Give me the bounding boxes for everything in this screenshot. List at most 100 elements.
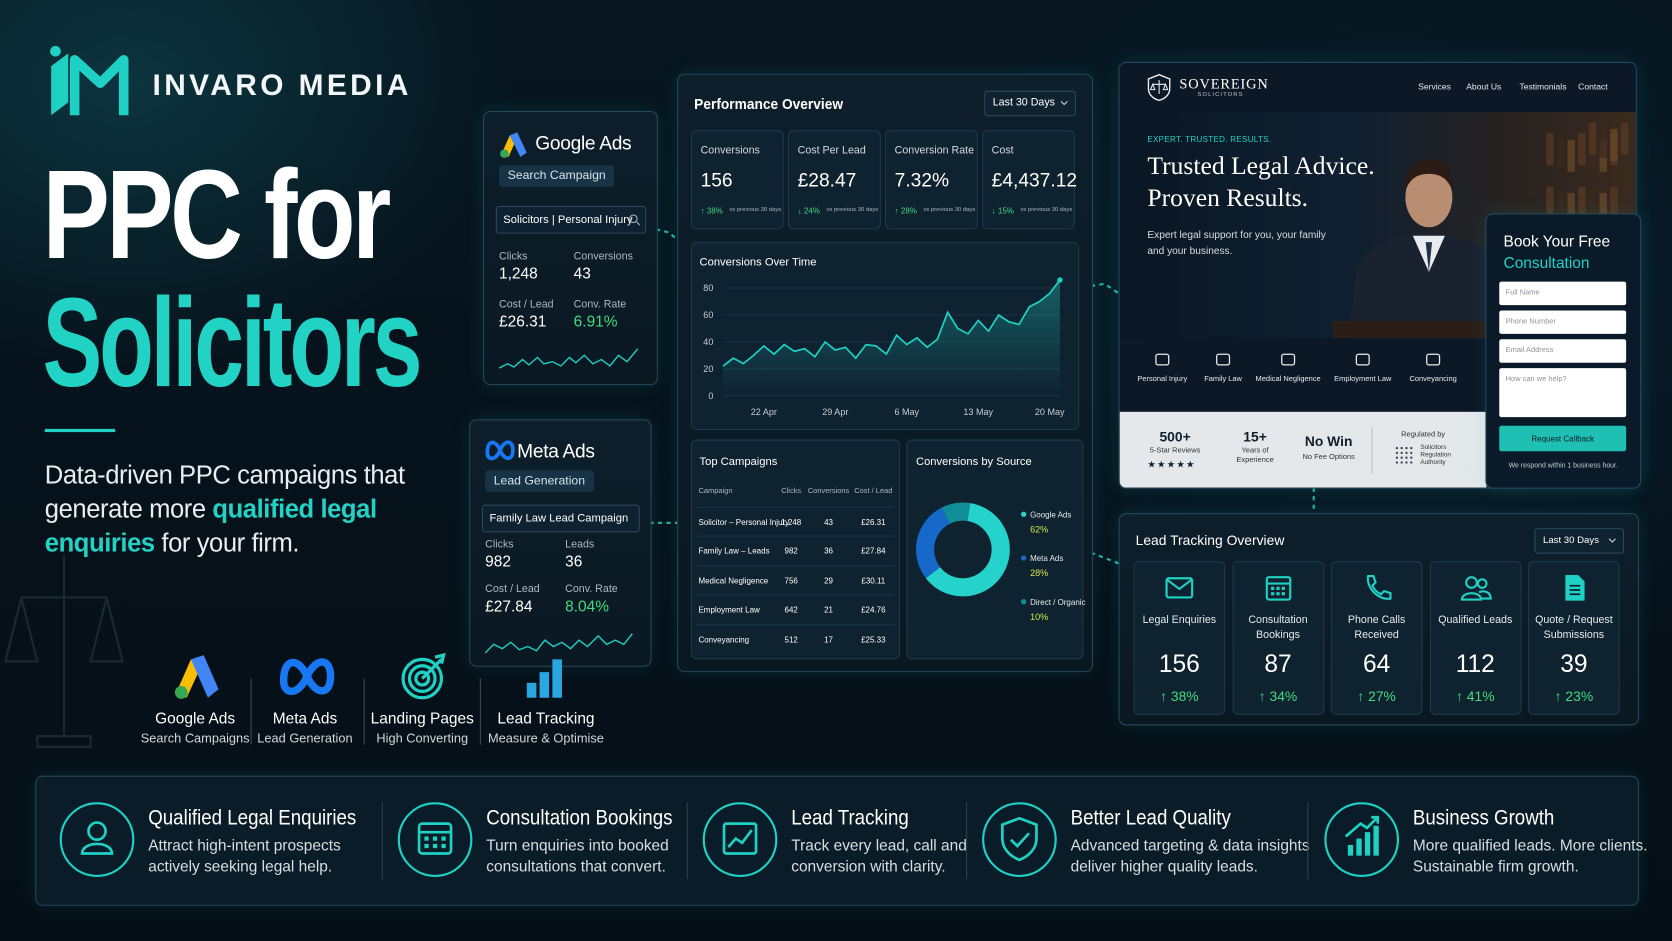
chevron bbox=[1060, 100, 1068, 106]
features-bar: Qualified Legal Enquiries Attract high-in… bbox=[35, 775, 1648, 906]
table-cell: Solicitor – Personal Injury bbox=[698, 517, 790, 528]
line-area bbox=[722, 279, 1060, 396]
table-cell: 29 bbox=[824, 575, 833, 586]
table-cell: £26.31 bbox=[861, 517, 886, 528]
lead-icon bbox=[1366, 575, 1392, 600]
hero-divider bbox=[44, 428, 116, 433]
feature-text: Track every lead, call and bbox=[791, 837, 967, 855]
platform-logo bbox=[500, 132, 527, 158]
channel-title: Lead Tracking bbox=[497, 710, 595, 728]
nav-link: Contact bbox=[1578, 82, 1608, 92]
stat-value: No Win bbox=[1304, 433, 1353, 450]
lead-card: Consultation Bookings 87 ↑ 34% bbox=[1232, 561, 1324, 715]
kpi-card: Conversions 156 ↑ 38% vs previous 30 days bbox=[690, 130, 784, 230]
channel-divider bbox=[479, 678, 481, 745]
channel-title: Meta Ads bbox=[272, 710, 338, 728]
table-cell: Employment Law bbox=[698, 605, 760, 615]
feature-divider bbox=[1307, 802, 1309, 880]
field-placeholder: Phone Number bbox=[1505, 317, 1556, 326]
sparkline bbox=[484, 633, 633, 654]
platform-title: Meta Ads bbox=[517, 440, 595, 462]
metric-label: Clicks bbox=[485, 538, 514, 551]
lead-icon bbox=[1165, 577, 1194, 599]
channel-subtitle: High Converting bbox=[376, 730, 469, 746]
table-cell: £30.11 bbox=[861, 575, 886, 586]
service-icon bbox=[1426, 353, 1441, 366]
kpi-note: vs previous 30 days bbox=[1020, 206, 1073, 214]
form-field: Full Name bbox=[1499, 281, 1627, 306]
lead-label: Consultation Bookings bbox=[1248, 614, 1308, 642]
metric-label: Conversions bbox=[573, 250, 633, 263]
feature-icon bbox=[397, 802, 473, 877]
stat-label: 5-Star Reviews bbox=[1149, 447, 1201, 455]
line-end-point bbox=[1057, 277, 1063, 283]
lead-change: ↑ 23% bbox=[1554, 688, 1594, 705]
lead-card: Legal Enquiries 156 ↑ 38% bbox=[1133, 561, 1226, 715]
y-tick-label: 20 bbox=[703, 364, 713, 374]
data-label: 10% bbox=[1030, 612, 1048, 622]
metric-value: 43 bbox=[573, 265, 591, 283]
platform-logo bbox=[485, 440, 515, 461]
feature-text: consultations that convert. bbox=[486, 858, 666, 876]
lead-change: ↑ 38% bbox=[1160, 688, 1199, 705]
kpi-card: Cost Per Lead £28.47 ↓ 24% vs previous 30 d… bbox=[788, 130, 881, 230]
feature-text: Attract high-intent prospects bbox=[148, 837, 341, 855]
feature-text: actively seeking legal help. bbox=[148, 858, 333, 876]
table-cell: Medical Negligence bbox=[698, 575, 769, 586]
table-cell: 512 bbox=[784, 634, 798, 644]
chevron bbox=[1608, 538, 1616, 543]
table-header: Cost / Lead bbox=[854, 487, 893, 496]
service-icon bbox=[1355, 353, 1370, 366]
x-tick-label: 20 May bbox=[1035, 407, 1065, 417]
service-label: Conveyancing bbox=[1409, 375, 1457, 384]
form-title: Book Your Free bbox=[1503, 233, 1611, 251]
kpi-value: 7.32% bbox=[894, 169, 950, 191]
hero-title: PPC for bbox=[42, 145, 392, 286]
range-text: Last 30 Days bbox=[1542, 534, 1599, 546]
metric-value: 36 bbox=[565, 553, 583, 571]
feature-title: Better Lead Quality bbox=[1070, 806, 1231, 831]
platform-title: Google Ads bbox=[535, 132, 632, 154]
table-cell: 36 bbox=[824, 546, 833, 557]
hero-title-accent: Solicitors bbox=[42, 273, 423, 414]
kpi-label: Conversion Rate bbox=[894, 145, 975, 157]
x-tick-label: 13 May bbox=[963, 407, 993, 417]
kpi-note: vs previous 30 days bbox=[729, 206, 782, 214]
campaign-name: Solicitors | Personal Injury bbox=[503, 213, 633, 227]
button-label: Request Callback bbox=[1531, 434, 1595, 444]
table-header: Clicks bbox=[781, 487, 802, 496]
y-tick-label: 60 bbox=[703, 310, 713, 320]
lead-card: Qualified Leads 112 ↑ 41% bbox=[1429, 561, 1522, 715]
site-crest bbox=[1147, 73, 1171, 101]
feature-icon bbox=[702, 802, 778, 877]
feature-title: Qualified Legal Enquiries bbox=[148, 806, 357, 831]
service-icon bbox=[1216, 353, 1231, 366]
legend-label: Meta Ads bbox=[1030, 554, 1063, 563]
consultation-form: Book Your Free Consultation Full Name Phone… bbox=[1485, 213, 1642, 489]
metric-value: 1,248 bbox=[499, 265, 538, 283]
hero-headline: Trusted Legal Advice. bbox=[1147, 152, 1375, 181]
feature-text: conversion with clarity. bbox=[791, 858, 946, 876]
table-cell: 43 bbox=[824, 517, 833, 528]
y-tick-label: 0 bbox=[708, 391, 713, 401]
form-note: We respond within 1 business hour. bbox=[1508, 461, 1618, 470]
channel-title: Landing Pages bbox=[370, 710, 474, 728]
range-text: Last 30 Days bbox=[992, 97, 1056, 109]
site-logo: SOVEREIGN bbox=[1179, 75, 1269, 92]
kpi-value: 156 bbox=[700, 169, 733, 191]
table-cell: £27.84 bbox=[861, 546, 886, 557]
metric-value: £27.84 bbox=[485, 598, 533, 616]
table-title: Top Campaigns bbox=[699, 455, 778, 469]
kpi-card: Conversion Rate 7.32% ↑ 28% vs previous 30 … bbox=[885, 130, 978, 230]
meta-ads-panel: Meta Ads Lead Generation Family Law Lead C… bbox=[469, 419, 652, 667]
field-placeholder: How can we help? bbox=[1505, 375, 1567, 384]
nav-link: About Us bbox=[1466, 82, 1502, 92]
data-label: 28% bbox=[1030, 568, 1048, 578]
review-stars: ★★★★★ bbox=[1147, 458, 1196, 470]
metric-label: Cost / Lead bbox=[499, 298, 554, 311]
request-callback-button[interactable]: Request Callback bbox=[1499, 425, 1627, 452]
metric-label: Conv. Rate bbox=[573, 298, 627, 311]
campaign-box: Family Law Lead Campaign bbox=[481, 504, 640, 533]
panel-title: Performance Overview bbox=[694, 94, 844, 113]
